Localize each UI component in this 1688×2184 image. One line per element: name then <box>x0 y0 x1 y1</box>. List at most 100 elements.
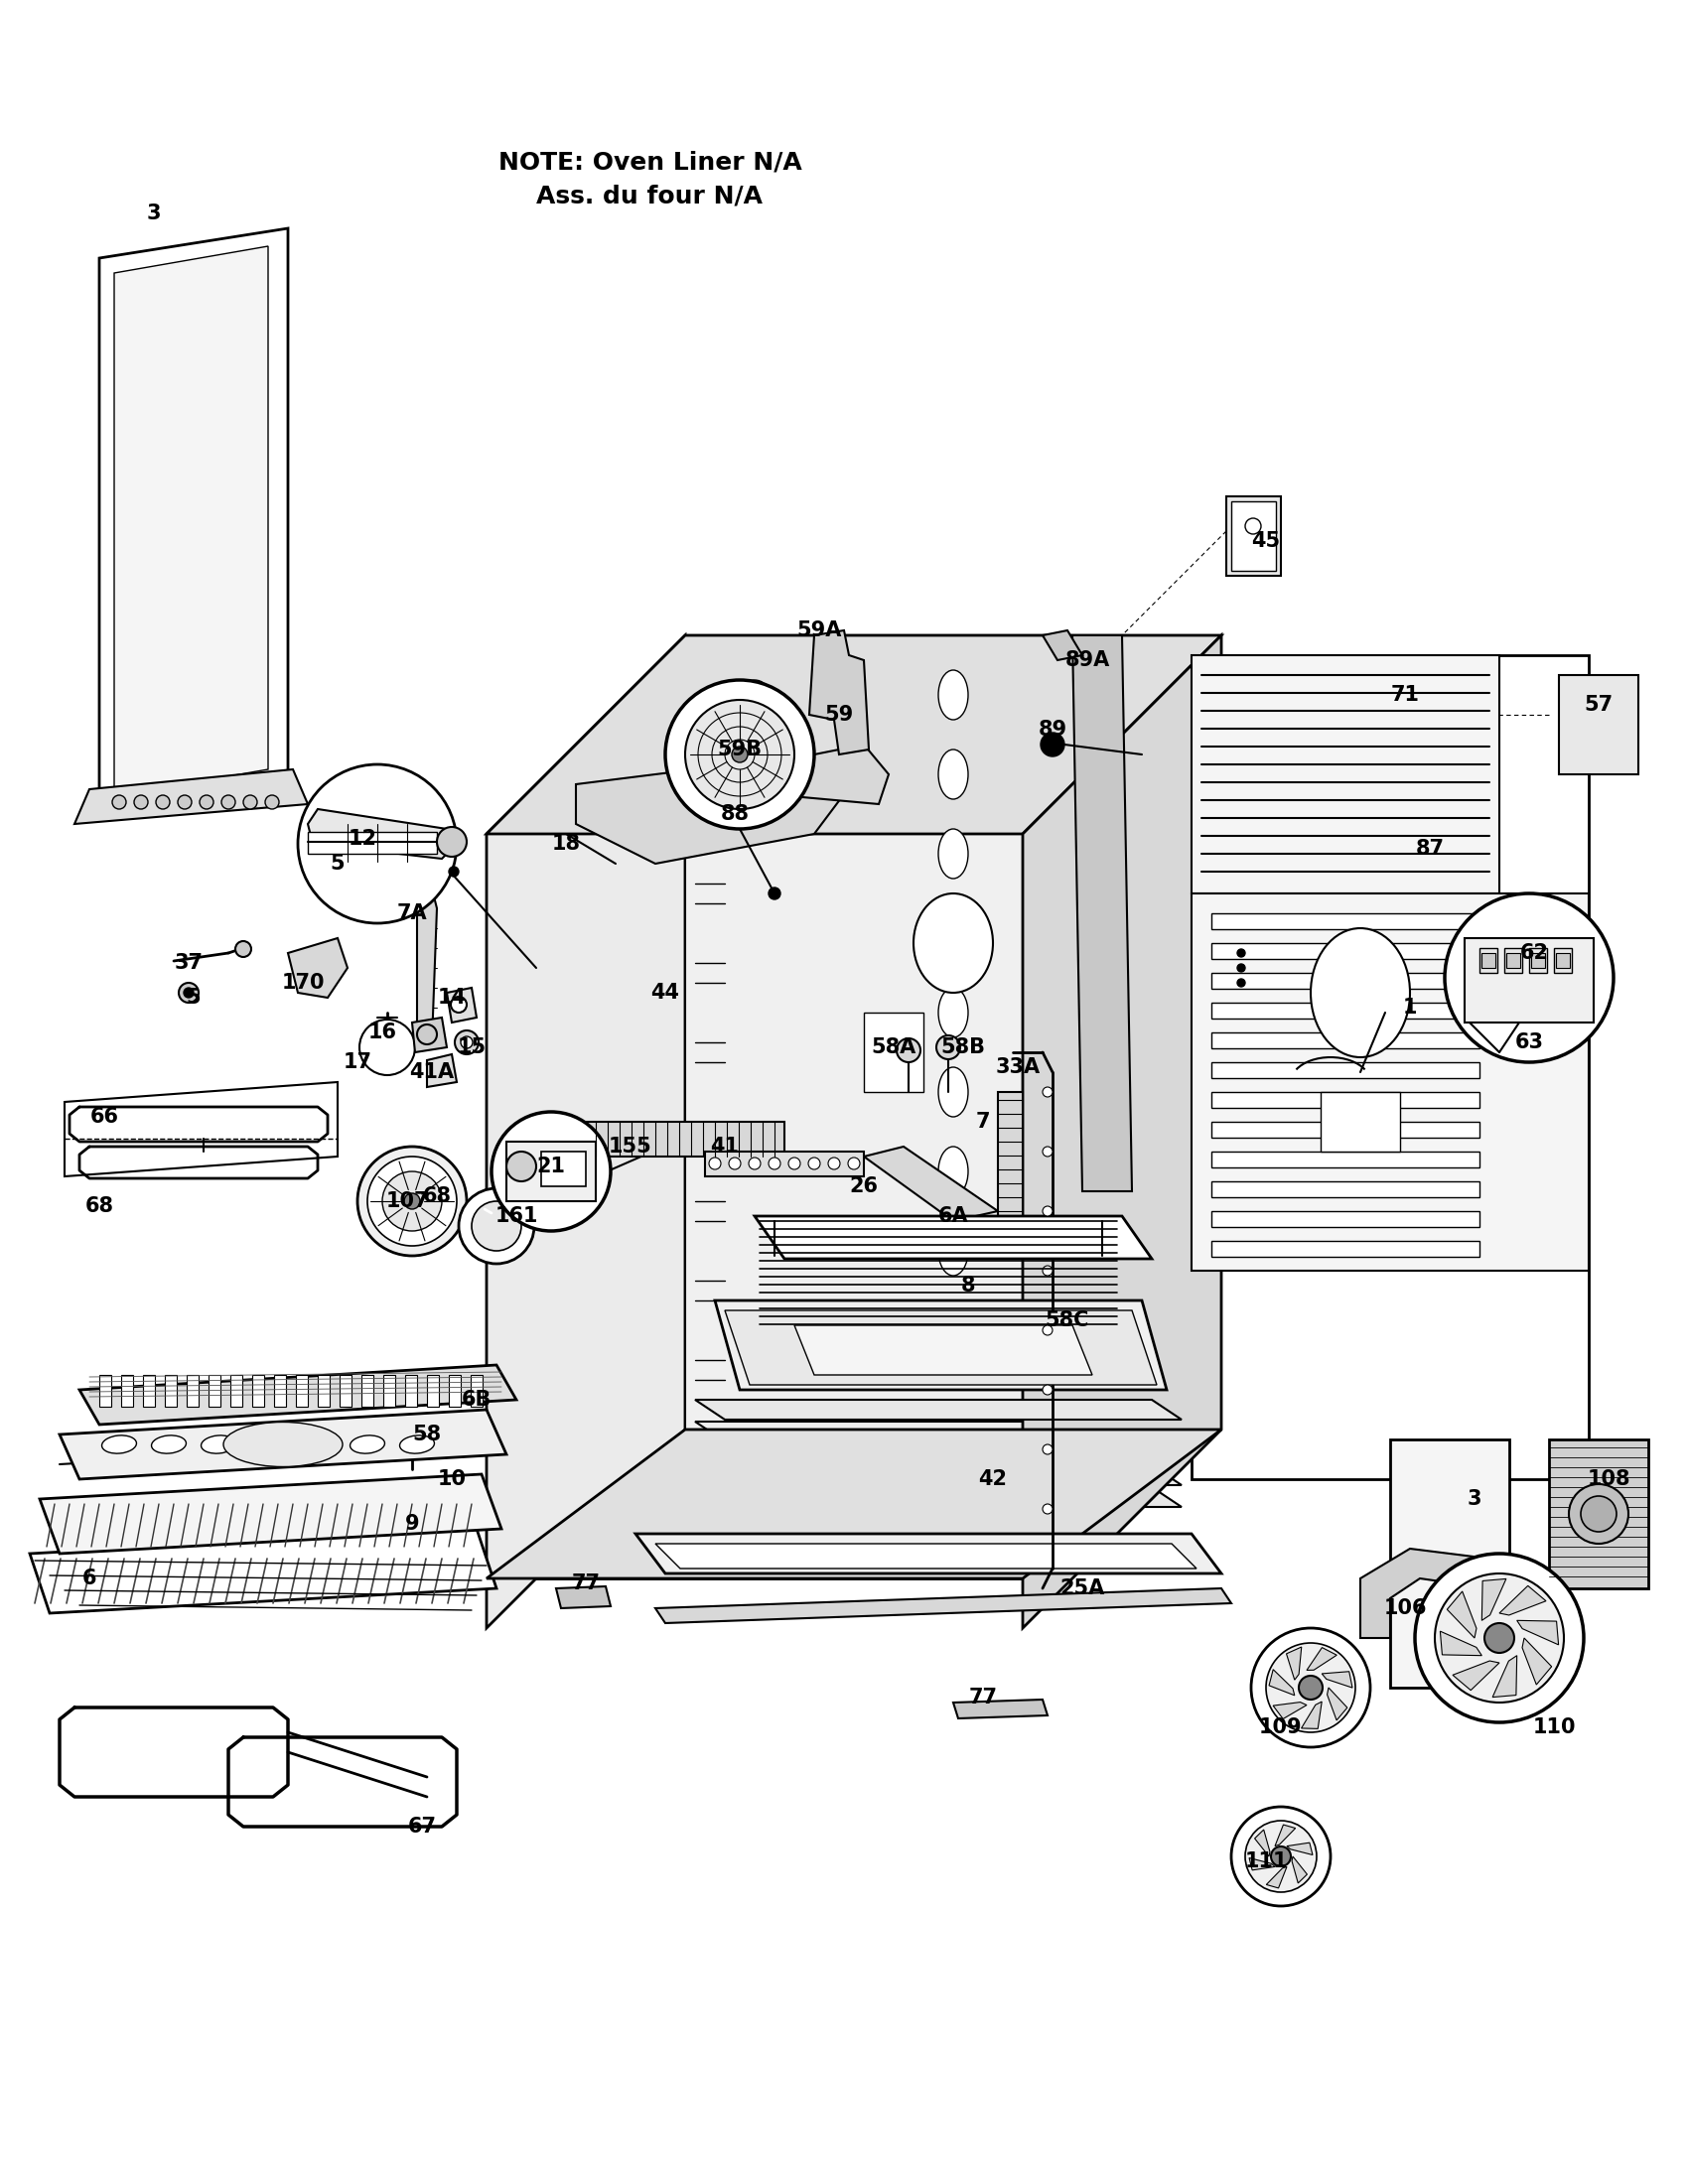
Polygon shape <box>635 1533 1222 1572</box>
Text: 68: 68 <box>422 1186 451 1206</box>
Circle shape <box>1043 1147 1053 1158</box>
Text: 12: 12 <box>348 830 376 850</box>
Ellipse shape <box>300 1435 336 1452</box>
Text: 1: 1 <box>1403 998 1418 1018</box>
Circle shape <box>788 1158 800 1168</box>
Text: 58B: 58B <box>940 1037 986 1057</box>
Circle shape <box>111 795 127 808</box>
Bar <box>427 1376 439 1406</box>
Text: 155: 155 <box>609 1136 652 1158</box>
Polygon shape <box>486 1431 1222 1579</box>
Polygon shape <box>447 987 476 1022</box>
Polygon shape <box>1440 1631 1482 1655</box>
Polygon shape <box>695 1444 1182 1463</box>
Circle shape <box>665 679 814 830</box>
Polygon shape <box>1249 1859 1274 1870</box>
Ellipse shape <box>152 1435 186 1452</box>
Bar <box>1504 948 1523 972</box>
Polygon shape <box>1269 1669 1295 1695</box>
Circle shape <box>506 1151 537 1182</box>
Bar <box>1225 496 1281 577</box>
Circle shape <box>265 795 279 808</box>
Polygon shape <box>74 769 307 823</box>
Text: 25A: 25A <box>1060 1579 1104 1599</box>
Text: 89: 89 <box>1038 721 1067 740</box>
Bar <box>706 1151 864 1177</box>
Circle shape <box>133 795 149 808</box>
Text: 15: 15 <box>457 1037 486 1057</box>
Polygon shape <box>1192 893 1588 1271</box>
Bar <box>449 1376 461 1406</box>
Text: 41A: 41A <box>410 1061 454 1081</box>
Text: 88: 88 <box>721 804 749 823</box>
Polygon shape <box>79 1365 517 1424</box>
Circle shape <box>1435 1572 1563 1704</box>
Bar <box>1212 1123 1479 1138</box>
Bar <box>1212 1092 1479 1107</box>
Bar <box>1212 1002 1479 1018</box>
Ellipse shape <box>939 1147 969 1197</box>
Circle shape <box>199 795 213 808</box>
Circle shape <box>1484 1623 1514 1653</box>
Polygon shape <box>1523 1638 1551 1684</box>
Text: 89A: 89A <box>1065 651 1109 670</box>
Circle shape <box>1271 1845 1291 1867</box>
Polygon shape <box>1518 1621 1558 1645</box>
Circle shape <box>733 747 748 762</box>
Bar <box>317 1376 329 1406</box>
Ellipse shape <box>913 893 993 994</box>
Bar <box>1560 675 1639 775</box>
Text: 5: 5 <box>331 854 344 874</box>
Polygon shape <box>685 636 1222 1431</box>
Circle shape <box>243 795 257 808</box>
Bar <box>143 1376 155 1406</box>
Bar <box>361 1376 373 1406</box>
Ellipse shape <box>201 1435 236 1452</box>
Polygon shape <box>695 1487 1182 1507</box>
Bar <box>1465 939 1593 1022</box>
Bar <box>1550 1439 1647 1588</box>
Bar <box>1212 913 1479 928</box>
Circle shape <box>1251 1627 1371 1747</box>
Text: 59A: 59A <box>797 620 842 640</box>
Circle shape <box>1043 1267 1053 1275</box>
Bar <box>1231 502 1276 570</box>
Polygon shape <box>1307 1647 1337 1671</box>
Text: 6: 6 <box>83 1568 96 1588</box>
Polygon shape <box>724 1310 1156 1385</box>
Text: 44: 44 <box>652 983 680 1002</box>
Bar <box>187 1376 199 1406</box>
Polygon shape <box>307 832 437 854</box>
Circle shape <box>685 699 795 808</box>
Bar <box>165 1376 177 1406</box>
Polygon shape <box>795 1326 1092 1376</box>
Polygon shape <box>755 1216 1151 1258</box>
Polygon shape <box>307 808 457 858</box>
Circle shape <box>1043 1444 1053 1455</box>
Text: 59B: 59B <box>717 740 763 760</box>
Ellipse shape <box>400 1435 434 1452</box>
Text: 161: 161 <box>495 1206 538 1225</box>
Circle shape <box>297 764 457 924</box>
Polygon shape <box>954 1699 1048 1719</box>
Text: 58C: 58C <box>1045 1310 1089 1330</box>
Text: 68: 68 <box>84 1197 113 1216</box>
Bar <box>273 1376 285 1406</box>
Text: 9: 9 <box>405 1514 419 1533</box>
Polygon shape <box>41 1474 501 1553</box>
Circle shape <box>437 828 466 856</box>
Circle shape <box>809 1158 820 1168</box>
Circle shape <box>743 762 766 786</box>
Text: 8: 8 <box>960 1275 976 1295</box>
Circle shape <box>417 1024 437 1044</box>
Circle shape <box>451 996 466 1013</box>
Circle shape <box>368 1158 457 1245</box>
Ellipse shape <box>223 1422 343 1468</box>
Text: 58: 58 <box>412 1424 442 1444</box>
Text: 110: 110 <box>1533 1717 1575 1736</box>
Bar <box>122 1376 133 1406</box>
Polygon shape <box>1301 1701 1322 1730</box>
Polygon shape <box>864 1147 998 1221</box>
Circle shape <box>1043 1206 1053 1216</box>
Polygon shape <box>289 939 348 998</box>
